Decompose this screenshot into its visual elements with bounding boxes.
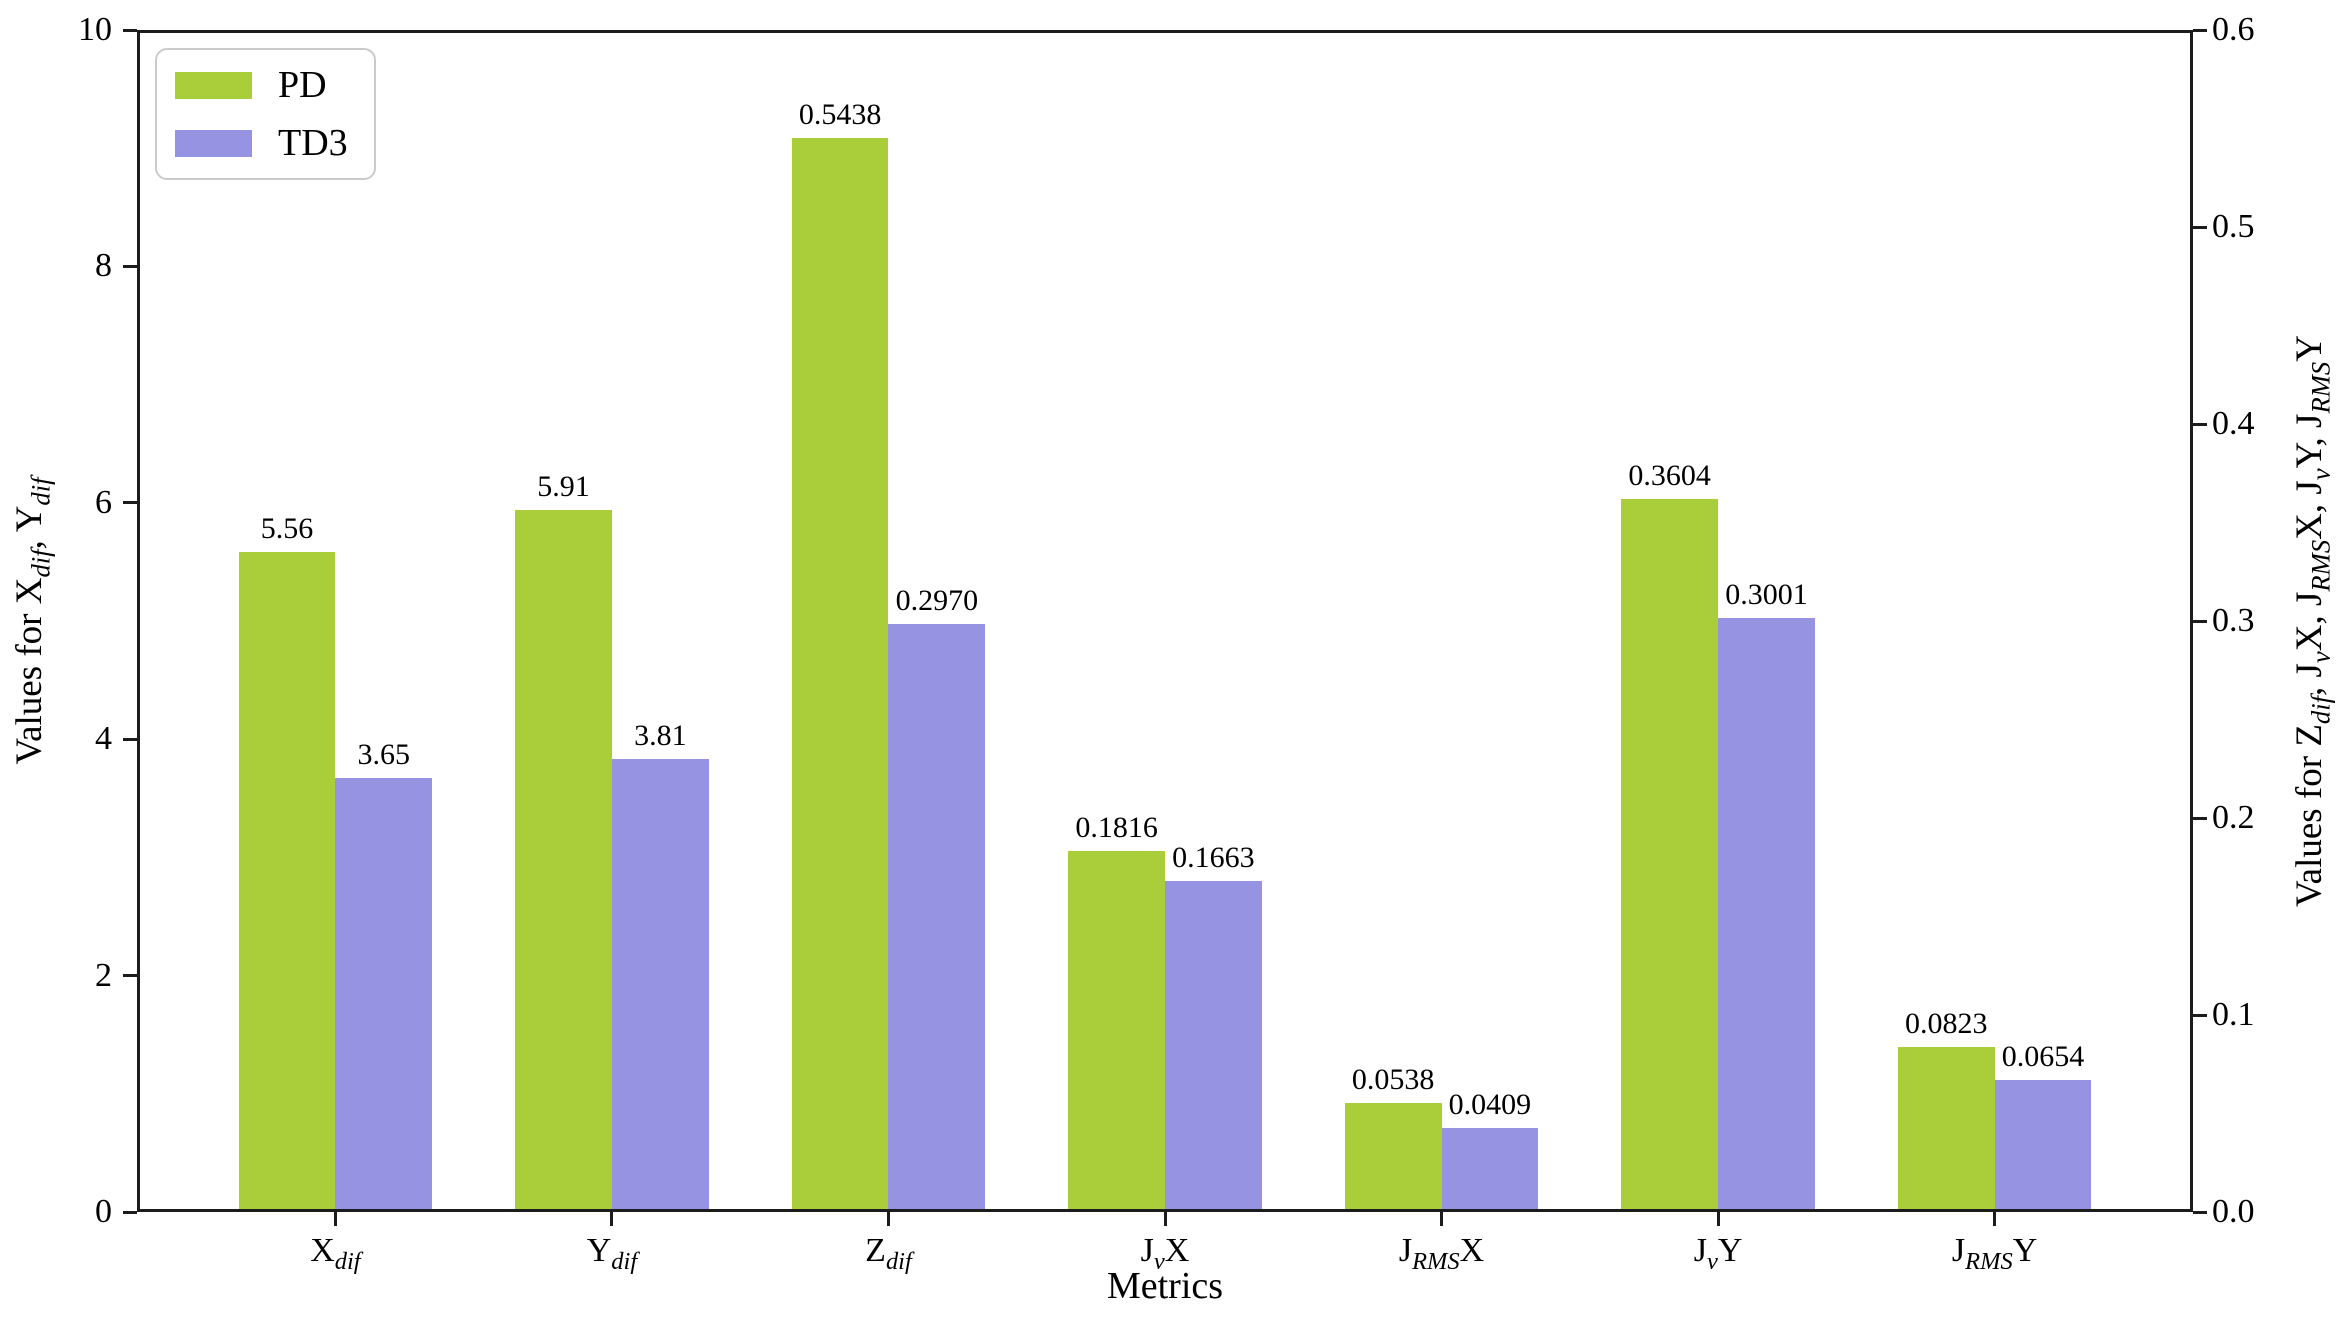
x-tick-label: Ydif — [586, 1232, 638, 1275]
x-tick-label: Xdif — [310, 1232, 361, 1275]
y-tick-label-right: 0.0 — [2212, 1193, 2255, 1230]
bar-td3 — [1994, 1080, 2092, 1209]
y-tick-label-left: 0 — [95, 1193, 112, 1230]
x-tick-label: Zdif — [865, 1232, 912, 1275]
bar-pd — [1897, 1046, 1995, 1209]
y-tick-mark-left — [123, 1210, 137, 1214]
x-tick-label: JRMSY — [1951, 1232, 2038, 1275]
legend-label: TD3 — [278, 122, 348, 164]
y-tick-label-right: 0.6 — [2212, 11, 2255, 48]
bar-value-label: 0.0654 — [2001, 1040, 2085, 1074]
y-tick-label-left: 8 — [95, 247, 112, 285]
bar-value-label: 0.0409 — [1448, 1088, 1532, 1122]
x-tick-mark — [333, 1212, 337, 1226]
y-tick-label-left: 4 — [95, 720, 112, 758]
y-tick-mark-left — [123, 974, 137, 978]
x-tick-mark — [1440, 1212, 1444, 1226]
y-tick-mark-left — [123, 501, 137, 505]
legend-swatch-pd — [175, 71, 252, 99]
y-tick-label-left: 2 — [95, 956, 112, 994]
bar-pd — [1068, 851, 1165, 1209]
bar-value-label: 0.0823 — [1904, 1006, 1988, 1040]
bar-td3 — [611, 758, 709, 1209]
x-tick-mark — [610, 1212, 614, 1226]
bar-value-label: 0.2970 — [895, 583, 979, 617]
bar-pd — [1344, 1103, 1442, 1209]
bar-pd — [515, 510, 612, 1209]
plot-area — [137, 30, 2193, 1212]
x-tick-mark — [1163, 1212, 1167, 1226]
y-tick-mark-right — [2193, 225, 2207, 229]
bar-pd — [238, 551, 336, 1209]
y-tick-label-right: 0.5 — [2212, 208, 2255, 245]
bar-value-label: 5.91 — [537, 470, 590, 504]
bar-pd — [1621, 499, 1719, 1209]
y-tick-mark-right — [2193, 422, 2207, 426]
y-tick-mark-right — [2193, 619, 2207, 623]
bar-td3 — [335, 777, 433, 1209]
y-tick-label-right: 0.1 — [2212, 996, 2255, 1033]
y-tick-label-right: 0.2 — [2212, 799, 2255, 836]
y-tick-label-right: 0.4 — [2212, 405, 2255, 442]
y-tick-label-left: 10 — [78, 11, 112, 48]
y-tick-label-left: 6 — [95, 483, 112, 521]
bar-value-label: 0.5438 — [798, 97, 882, 131]
y-tick-mark-left — [123, 737, 137, 741]
x-tick-label: JvY — [1693, 1232, 1743, 1275]
x-tick-mark — [886, 1212, 890, 1226]
x-tick-label: JvX — [1140, 1232, 1190, 1275]
bar-value-label: 5.56 — [260, 511, 314, 545]
legend-swatch-td3 — [175, 129, 252, 157]
y-tick-mark-right — [2193, 816, 2207, 820]
x-axis-title: Metrics — [1106, 1265, 1224, 1307]
y-tick-label-right: 0.3 — [2212, 602, 2255, 639]
bar-value-label: 0.1663 — [1172, 841, 1255, 875]
x-tick-mark — [1716, 1212, 1720, 1226]
legend-label: PD — [278, 64, 327, 106]
y-tick-mark-right — [2193, 1013, 2207, 1017]
bar-value-label: 0.3604 — [1628, 459, 1711, 492]
legend-row: TD3 — [175, 122, 348, 164]
x-tick-label: JRMSX — [1398, 1232, 1485, 1275]
y-tick-mark-left — [123, 264, 137, 268]
bar-value-label: 0.0538 — [1351, 1063, 1435, 1096]
bar-value-label: 3.81 — [634, 718, 687, 752]
bar-pd — [791, 137, 889, 1209]
bar-value-label: 0.3001 — [1725, 577, 1808, 611]
bar-td3 — [888, 623, 986, 1209]
bar-value-label: 0.1816 — [1075, 811, 1158, 845]
bar-value-label: 3.65 — [357, 737, 411, 771]
x-tick-mark — [1993, 1212, 1997, 1226]
bar-td3 — [1165, 881, 1262, 1209]
bar-td3 — [1718, 617, 1815, 1209]
bar-td3 — [1441, 1128, 1539, 1209]
y-tick-mark-right — [2193, 1210, 2207, 1214]
legend-row: PD — [175, 64, 348, 106]
y-tick-mark-left — [123, 28, 137, 32]
legend: PD TD3 — [155, 48, 376, 180]
y-tick-mark-right — [2193, 28, 2207, 32]
